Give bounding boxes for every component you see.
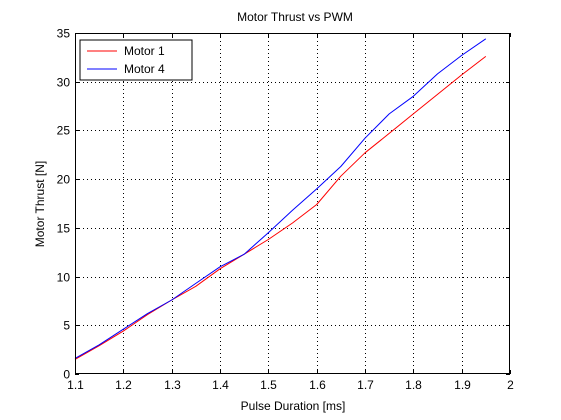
y-axis-label: Motor Thrust [N] xyxy=(33,161,47,247)
x-tick-labels: 1.1 1.2 1.3 1.4 1.5 1.6 1.7 1.8 1.9 2 xyxy=(67,378,514,392)
y-tick-label: 35 xyxy=(57,27,71,41)
y-tick-label: 20 xyxy=(57,173,71,187)
legend-box xyxy=(79,39,193,81)
plot-border xyxy=(75,33,510,374)
plot-area xyxy=(75,33,510,374)
y-tick-label: 15 xyxy=(57,222,71,236)
x-tick-label: 1.9 xyxy=(454,378,471,392)
x-tick-label: 1.2 xyxy=(115,378,132,392)
x-tick-label: 1.1 xyxy=(67,378,84,392)
x-tick-label: 1.4 xyxy=(212,378,229,392)
y-tick-label: 5 xyxy=(63,319,70,333)
y-tick-label: 0 xyxy=(63,368,70,382)
x-tick-label: 1.6 xyxy=(309,378,326,392)
y-tick-label: 25 xyxy=(57,124,71,138)
x-tick-label: 1.7 xyxy=(357,378,374,392)
y-tick-labels: 0 5 10 15 20 25 30 35 xyxy=(57,27,71,382)
x-tick-label: 1.8 xyxy=(405,378,422,392)
x-axis-label: Pulse Duration [ms] xyxy=(241,399,346,413)
x-tick-label: 1.3 xyxy=(164,378,181,392)
y-tick-label: 10 xyxy=(57,271,71,285)
axis-ticks xyxy=(75,33,511,375)
legend: Motor 1 Motor 4 xyxy=(79,39,193,81)
series-line-motor-4 xyxy=(74,38,487,359)
x-tick-label: 1.5 xyxy=(260,378,277,392)
y-tick-label: 30 xyxy=(57,76,71,90)
series-line-motor-1 xyxy=(74,56,487,360)
grid xyxy=(75,33,510,374)
chart-title: Motor Thrust vs PWM xyxy=(237,10,353,24)
legend-label-motor-4: Motor 4 xyxy=(124,62,165,76)
series-layer xyxy=(74,38,487,360)
x-tick-label: 2 xyxy=(507,378,514,392)
legend-label-motor-1: Motor 1 xyxy=(124,44,165,58)
